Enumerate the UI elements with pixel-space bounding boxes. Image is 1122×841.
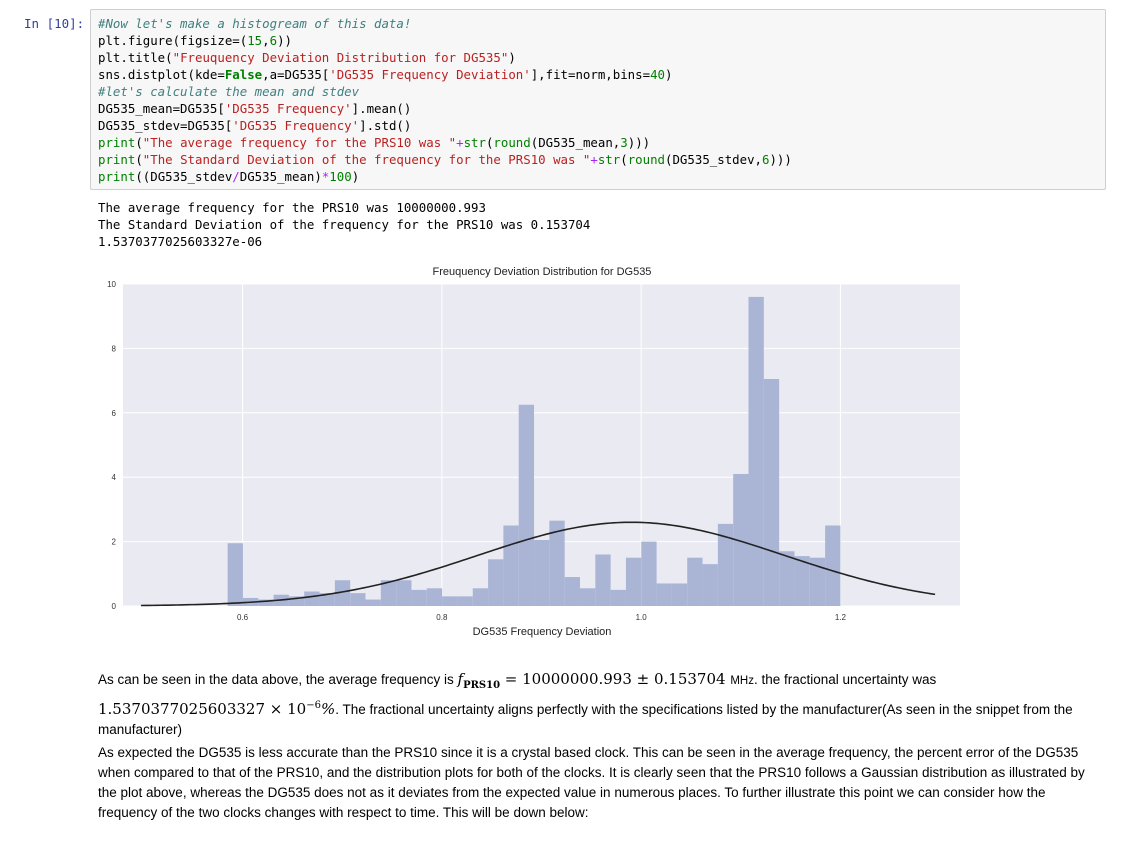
- histogram-bar: [610, 589, 626, 606]
- histogram-bar: [304, 591, 320, 606]
- y-tick-label: 6: [112, 409, 117, 418]
- histogram-bar: [595, 554, 611, 606]
- math-fractional: 1.5370377025603327 × 10−6%: [98, 700, 335, 718]
- histogram-bar: [365, 599, 381, 606]
- histogram-bar: [227, 543, 243, 606]
- code-cell-input[interactable]: [90, 9, 1106, 190]
- histogram-bar: [426, 588, 443, 606]
- histogram-bar: [564, 577, 580, 606]
- code-line: sns.distplot(kde=False,a=DG535['DG535 Fr…: [98, 67, 673, 82]
- y-tick-label: 0: [112, 602, 117, 611]
- math-eq: = 10000000.993 ± 0.153704: [500, 670, 731, 688]
- histogram-bar: [396, 580, 412, 606]
- histogram-bar: [472, 588, 489, 606]
- cell-prompt: In [10]:: [24, 16, 85, 31]
- histogram-bar: [534, 539, 550, 606]
- histogram-bar: [671, 583, 688, 606]
- markdown-paragraph-2: As expected the DG535 is less accurate t…: [98, 745, 1085, 820]
- histogram-bar: [702, 564, 718, 606]
- histogram-bar: [380, 580, 397, 606]
- x-tick-label: 0.6: [237, 613, 249, 622]
- math-pct: %: [320, 700, 336, 718]
- histogram-bar: [763, 378, 780, 606]
- histogram-bar: [825, 525, 841, 606]
- histogram-bar: [748, 296, 764, 606]
- p1-text-after: . The fractional uncertainty aligns perf…: [98, 702, 1073, 737]
- y-tick-label: 10: [107, 280, 116, 289]
- histogram-bars: [227, 296, 841, 606]
- code-line: plt.title("Freuquency Deviation Distribu…: [98, 50, 516, 65]
- x-tick-label: 0.8: [436, 613, 448, 622]
- histogram-bar: [334, 580, 351, 606]
- math-num: 1.5370377025603327 × 10: [98, 700, 307, 718]
- p1-text-mid: . the fractional uncertainty was: [753, 672, 937, 687]
- histogram-bar: [733, 473, 749, 606]
- histogram-bar: [411, 589, 427, 606]
- x-axis-label: DG535 Frequency Deviation: [473, 626, 612, 638]
- p1-unit: MHz: [730, 675, 754, 687]
- code-line: print((DG535_stdev/DG535_mean)*100): [98, 169, 360, 184]
- p1-text-before: As can be seen in the data above, the av…: [98, 672, 458, 687]
- x-tick-label: 1.2: [835, 613, 847, 622]
- math-f: f: [457, 670, 464, 688]
- histogram-bar: [442, 596, 458, 606]
- grid-lines: [123, 283, 960, 607]
- histogram-bar: [625, 557, 642, 606]
- histogram-bar: [656, 583, 672, 606]
- code-line: #let's calculate the mean and stdev: [98, 84, 360, 99]
- output-line: The Standard Deviation of the frequency …: [98, 217, 591, 232]
- code-line: #Now let's make a histogream of this dat…: [98, 16, 412, 31]
- histogram-bar: [258, 599, 274, 606]
- x-tick-labels: 0.6 0.8 1.0 1.2: [237, 613, 847, 622]
- x-tick-label: 1.0: [636, 613, 648, 622]
- histogram-chart: 0 2 4 6 8 10 0.6 0.8 1.0 1.2 Freuquency Deviatio…: [107, 266, 960, 638]
- output-line: The average frequency for the PRS10 was …: [98, 200, 486, 215]
- histogram-bar: [288, 596, 305, 606]
- y-tick-label: 8: [112, 344, 117, 353]
- histogram-bar: [518, 404, 535, 606]
- histogram-bar: [549, 520, 565, 606]
- normal-fit-curve: [140, 521, 936, 607]
- code-line: print("The average frequency for the PRS…: [98, 135, 651, 150]
- cell-output: The average frequency for the PRS10 was …: [98, 199, 590, 250]
- histogram-bar: [457, 596, 473, 606]
- histogram-bar: [779, 551, 795, 606]
- histogram-bar: [350, 593, 366, 606]
- y-tick-label: 2: [112, 538, 117, 547]
- code-line: plt.figure(figsize=(15,6)): [98, 33, 292, 48]
- histogram-bar: [319, 593, 335, 606]
- math-frequency: fPRS10 = 10000000.993 ± 0.153704: [457, 670, 731, 691]
- chart-title: Freuquency Deviation Distribution for DG…: [433, 266, 652, 278]
- markdown-paragraph-1: As can be seen in the data above, the av…: [98, 669, 1098, 740]
- histogram-bar: [717, 523, 734, 606]
- histogram-bar: [503, 525, 519, 606]
- histogram-bar: [687, 557, 703, 606]
- histogram-bar: [809, 557, 826, 606]
- code-line: DG535_mean=DG535['DG535 Frequency'].mean…: [98, 101, 412, 116]
- histogram-bar: [488, 559, 504, 606]
- histogram-bar: [794, 556, 810, 606]
- math-sub: PRS10: [463, 680, 501, 691]
- output-line: 1.5370377025603327e-06: [98, 234, 263, 249]
- histogram-bar: [579, 588, 596, 606]
- code-line: DG535_stdev=DG535['DG535 Frequency'].std…: [98, 118, 412, 133]
- math-exp: −6: [306, 700, 321, 711]
- code-line: print("The Standard Deviation of the fre…: [98, 152, 792, 167]
- y-tick-labels: 0 2 4 6 8 10: [107, 280, 116, 611]
- code-editor[interactable]: #Now let's make a histogream of this dat…: [98, 15, 792, 185]
- y-tick-label: 4: [112, 473, 117, 482]
- histogram-bar: [641, 541, 657, 606]
